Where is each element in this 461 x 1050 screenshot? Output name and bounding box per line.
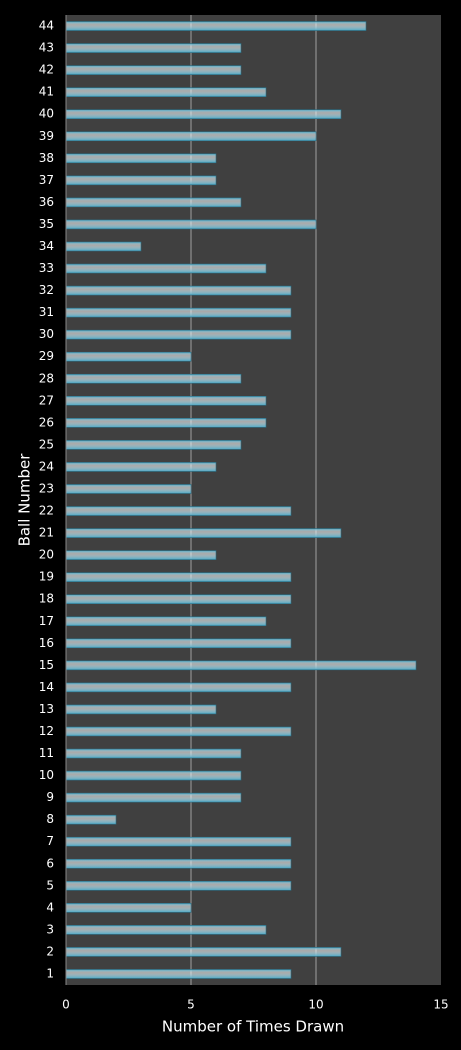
bar	[65, 395, 267, 406]
bar	[65, 528, 342, 538]
y-tick-label: 29	[39, 349, 54, 363]
bar	[65, 440, 242, 450]
y-tick-label: 4	[46, 900, 54, 914]
bar	[65, 858, 292, 869]
x-tick-label: 5	[187, 998, 195, 1012]
y-tick-label: 15	[39, 658, 54, 672]
bar	[65, 131, 317, 142]
bar	[65, 462, 217, 472]
y-tick-label: 22	[39, 504, 54, 518]
bar	[65, 792, 242, 803]
bar	[65, 285, 292, 296]
bar	[65, 241, 142, 252]
bar	[65, 87, 267, 97]
bar	[65, 506, 292, 516]
x-tick-label: 0	[62, 998, 70, 1012]
y-tick-label: 16	[39, 636, 54, 650]
bar	[65, 594, 292, 605]
y-tick-label: 19	[39, 570, 54, 584]
y-tick-label: 31	[39, 305, 54, 319]
y-tick-label: 14	[39, 680, 54, 694]
y-tick-label: 41	[39, 85, 54, 99]
y-tick-label: 44	[39, 19, 54, 33]
bar	[65, 660, 417, 671]
bar	[65, 153, 217, 164]
bar	[65, 903, 192, 913]
y-tick-label: 33	[39, 261, 54, 275]
bar	[65, 43, 242, 53]
y-tick-label: 10	[39, 768, 54, 782]
bar	[65, 351, 192, 362]
bar	[65, 175, 217, 186]
y-tick-label: 38	[39, 151, 54, 165]
x-tick-label: 15	[433, 998, 448, 1012]
y-tick-label: 27	[39, 393, 54, 407]
bar	[65, 307, 292, 318]
y-tick-label: 8	[46, 812, 54, 826]
bar	[65, 616, 267, 627]
bar	[65, 219, 317, 230]
bar	[65, 484, 192, 494]
x-tick-label: 10	[308, 998, 323, 1012]
y-tick-label: 12	[39, 724, 54, 738]
y-tick-label: 18	[39, 592, 54, 606]
bar	[65, 682, 292, 693]
y-tick-label: 35	[39, 217, 54, 231]
bar	[65, 21, 367, 31]
bar	[65, 726, 292, 737]
y-tick-label: 21	[39, 526, 54, 540]
y-tick-label: 6	[46, 856, 54, 870]
y-tick-label: 43	[39, 41, 54, 55]
y-tick-label: 23	[39, 481, 54, 495]
bar	[65, 638, 292, 649]
x-axis-title: Number of Times Drawn	[162, 1018, 344, 1036]
bar	[65, 329, 292, 340]
bar	[65, 836, 292, 847]
y-tick-label: 28	[39, 371, 54, 385]
y-tick-label: 3	[46, 922, 54, 936]
y-tick-label: 26	[39, 415, 54, 429]
bar	[65, 770, 242, 781]
bar	[65, 418, 267, 428]
y-tick-label: 7	[46, 834, 54, 848]
bar	[65, 814, 117, 825]
bar	[65, 880, 292, 891]
y-tick-label: 25	[39, 437, 54, 451]
y-tick-label: 32	[39, 283, 54, 297]
y-tick-label: 42	[39, 63, 54, 77]
y-tick-label: 2	[46, 944, 54, 958]
bar	[65, 969, 292, 979]
y-tick-label: 36	[39, 195, 54, 209]
y-tick-label: 1	[46, 966, 54, 980]
y-tick-label: 20	[39, 548, 54, 562]
y-tick-label: 37	[39, 173, 54, 187]
bar	[65, 550, 217, 560]
bar	[65, 704, 217, 715]
y-tick-label: 11	[39, 746, 54, 760]
y-axis-title: Ball Number	[16, 453, 34, 547]
bar	[65, 263, 267, 274]
bar	[65, 109, 342, 120]
y-tick-label: 39	[39, 129, 54, 143]
bar	[65, 925, 267, 935]
y-tick-label: 13	[39, 702, 54, 716]
y-tick-label: 24	[39, 459, 54, 473]
bar	[65, 65, 242, 75]
y-tick-label: 30	[39, 327, 54, 341]
y-tick-label: 9	[46, 790, 54, 804]
y-tick-label: 34	[39, 239, 54, 253]
bar	[65, 947, 342, 957]
y-tick-label: 5	[46, 878, 54, 892]
bar	[65, 748, 242, 759]
bar	[65, 197, 242, 208]
bar	[65, 373, 242, 384]
y-tick-label: 17	[39, 614, 54, 628]
y-tick-label: 40	[39, 107, 54, 121]
bar	[65, 572, 292, 582]
